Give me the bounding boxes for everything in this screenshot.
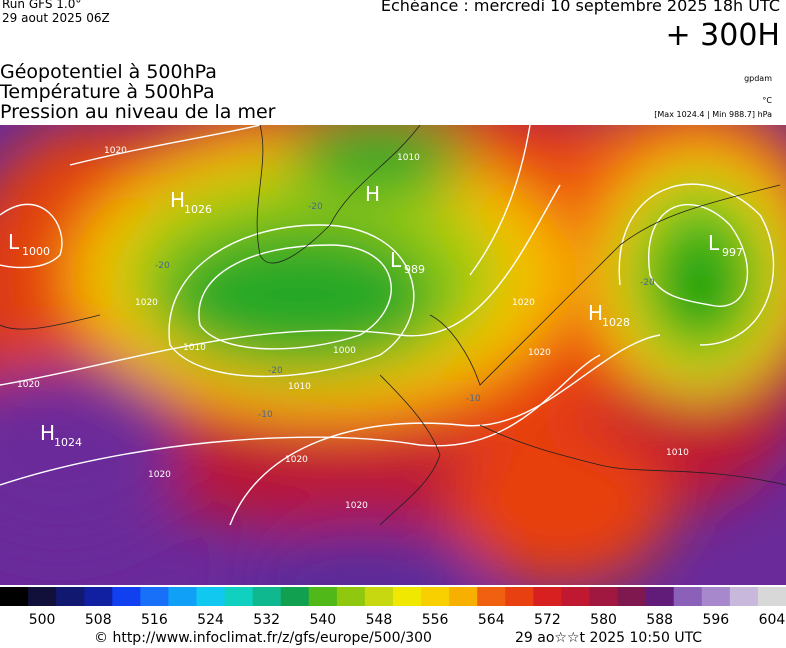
color-swatch [449,587,478,606]
center-value: 1000 [22,245,50,258]
isobar-label: 1000 [333,346,356,356]
isobar-label: 1020 [512,298,535,308]
field: Géopotentiel à 500hPa [0,61,217,83]
center-value: 997 [722,246,743,259]
colorbar-label: 580 [590,612,617,628]
lead-time: + 300H [665,18,781,53]
color-swatch [140,587,169,606]
isotherm-label: -10 [258,410,273,420]
isobar-label: 1010 [666,448,689,458]
colorbar-label: 588 [646,612,673,628]
center-symbol: L [8,230,20,254]
center-symbol: H [40,421,55,445]
isobar-label: 1020 [104,146,127,156]
color-swatch [112,587,141,606]
unit: °C [762,96,772,105]
color-swatch [421,587,450,606]
isobar-label: 1020 [135,298,158,308]
center-symbol: H [588,301,603,325]
center-value: 1028 [602,316,630,329]
extremes: [Max 1024.4 | Min 988.7] hPa [654,110,772,119]
color-swatch [477,587,506,606]
color-swatch [56,587,85,606]
color-swatch [533,587,562,606]
isobar-label: 1010 [183,343,206,353]
colorbar-label: 596 [702,612,729,628]
colorbar-label: 572 [534,612,561,628]
center-symbol: H [365,182,380,206]
center-value: 1024 [54,436,82,449]
colorbar-label: 532 [253,612,280,628]
unit: gpdam [744,74,772,83]
center-symbol: H [170,188,185,212]
color-swatch [393,587,422,606]
color-swatch [364,587,394,606]
isobar-label: 1020 [285,455,308,465]
isobars [0,125,775,526]
isotherm-label: -20 [268,366,283,376]
color-swatch [308,587,338,606]
run-date: 29 aout 2025 06Z [2,11,110,25]
isobar-label: 1010 [288,382,311,392]
center-symbol: L [708,231,720,255]
coastlines [0,125,786,526]
field: Pression au niveau de la mer [0,101,276,123]
color-swatch [84,587,113,606]
color-swatch [0,587,29,606]
colorbar: 500 508 516 524 532 540 548 556 564 572 580 588 596 6… [0,587,786,628]
color-swatch [757,587,786,606]
color-swatch [589,587,619,606]
colorbar-label: 548 [366,612,393,628]
colorbar-label: 556 [422,612,449,628]
colorbar-label: 524 [197,612,224,628]
color-swatch [280,587,310,606]
run: Run GFS 1.0° [2,0,82,11]
center-symbol: L [390,248,402,272]
color-swatch [252,587,282,606]
isobar-label: 1020 [528,348,551,358]
color-swatch [168,587,197,606]
isobar-label: 1020 [345,501,368,511]
center-value: 1026 [184,203,212,216]
temperature-field [0,125,786,585]
color-swatch [561,587,590,606]
colorbar-label: 540 [309,612,336,628]
colorbar-label: 604 [759,612,786,628]
isotherm-label: -20 [308,202,323,212]
isobar-label: 1020 [17,380,40,390]
colorbar-label: 516 [141,612,168,628]
field: Température à 500hPa [0,81,215,103]
colorbar-label: 564 [478,612,505,628]
isobar-label: 1010 [397,153,420,163]
color-swatch [617,587,647,606]
isotherm-label: -10 [466,394,481,404]
isobar-label: 1020 [148,470,171,480]
valid-time: Echéance : mercredi 10 septembre 2025 18… [380,0,780,15]
color-swatch [673,587,703,606]
colorbar-label: 508 [85,612,112,628]
color-swatch [701,587,731,606]
color-swatch [645,587,675,606]
colorbar-label: 500 [29,612,56,628]
color-swatch [505,587,534,606]
color-swatch [196,587,226,606]
isotherm-label: -20 [155,261,170,271]
source: © http://www.infoclimat.fr/z/gfs/europe/… [94,630,432,646]
generated: 29 ao☆☆t 2025 10:50 UTC [515,630,703,646]
color-swatch [729,587,759,606]
color-swatch [224,587,254,606]
center-value: 989 [404,263,425,276]
color-swatch [336,587,366,606]
color-swatch [28,587,57,606]
isotherm-label: -20 [640,278,655,288]
